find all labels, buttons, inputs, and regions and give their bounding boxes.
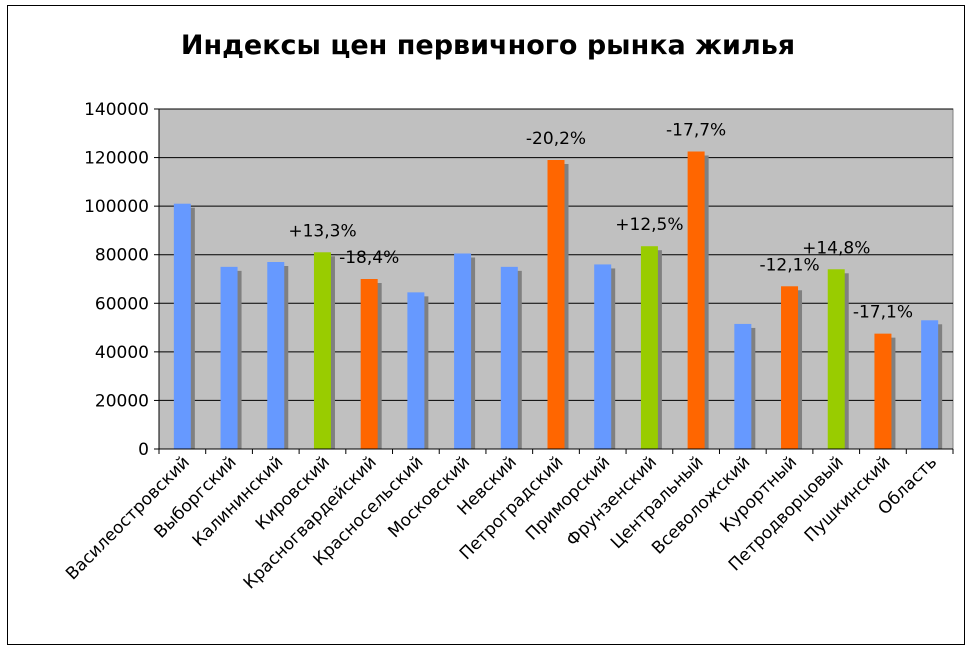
bar-3 (267, 262, 285, 449)
y-tick-label: 60000 (95, 294, 149, 314)
bar-1 (173, 203, 191, 449)
y-tick-label: 20000 (95, 391, 149, 411)
bar-2 (220, 266, 238, 449)
y-tick-label: 100000 (84, 197, 149, 217)
bar-5 (360, 279, 378, 449)
y-tick-label: 120000 (84, 149, 149, 169)
bar-9 (547, 160, 565, 449)
y-axis-ticks: 0 20000 40000 60000 80000 100000 120000 140000 (84, 100, 159, 460)
data-label: -17,7% (666, 121, 726, 141)
data-label: -18,4% (339, 248, 399, 268)
bar-14 (781, 286, 799, 449)
bar-12 (687, 151, 705, 449)
bar-6 (407, 292, 425, 449)
data-labels: +13,3% -18,4% -20,2% +12,5% -17,7% -12,1%+14,… (288, 121, 913, 323)
y-tick-label: 140000 (84, 100, 149, 120)
data-label: +14,8% (802, 238, 870, 258)
bar-chart: Индексы цен первичного рынка жилья 0 2000… (62, 30, 954, 593)
bar-4 (313, 252, 331, 449)
bar-16 (874, 333, 892, 449)
chart-title: Индексы цен первичного рынка жилья (181, 30, 795, 61)
bar-10 (594, 264, 612, 449)
data-label: +13,3% (288, 221, 356, 241)
y-tick-label: 0 (138, 440, 149, 460)
bar-11 (640, 246, 658, 449)
y-tick-label: 40000 (95, 343, 149, 363)
data-label: -20,2% (526, 129, 586, 149)
data-label: +12,5% (615, 215, 683, 235)
data-label: -17,1% (853, 303, 913, 323)
bar-13 (734, 323, 752, 449)
bars (173, 151, 943, 449)
bar-15 (827, 269, 845, 449)
x-axis-categories: ВасилеостровскийВыборгскийКалининскийКир… (62, 449, 954, 593)
chart-frame: Индексы цен первичного рынка жилья 0 2000… (7, 5, 965, 645)
y-tick-label: 80000 (95, 246, 149, 266)
data-label: -12,1% (759, 255, 819, 275)
bar-8 (500, 266, 518, 449)
bar-17 (921, 320, 939, 449)
bar-7 (454, 253, 472, 449)
axes (158, 109, 953, 450)
